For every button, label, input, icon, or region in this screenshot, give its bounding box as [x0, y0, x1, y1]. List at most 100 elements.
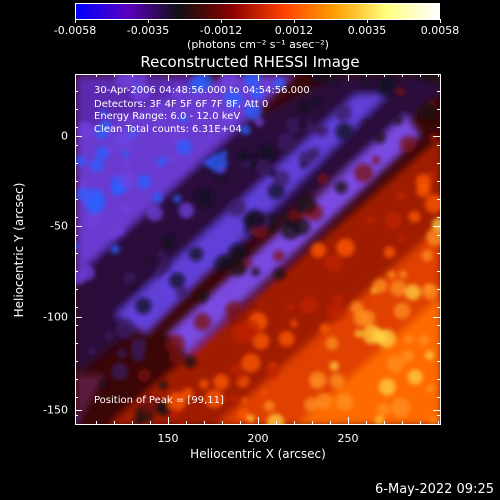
image-texture-blob	[416, 183, 430, 198]
image-texture-blob	[404, 284, 421, 301]
axis-tick	[276, 74, 277, 77]
axis-tick	[437, 271, 440, 272]
axis-tick	[96, 421, 97, 424]
axis-tick	[150, 421, 151, 424]
image-texture-blob	[228, 393, 238, 403]
image-texture-blob	[304, 210, 312, 218]
image-texture-blob	[76, 155, 87, 167]
image-texture-blob	[393, 302, 411, 320]
image-texture-blob	[335, 104, 352, 122]
image-texture-blob	[196, 107, 205, 116]
image-texture-blob	[350, 301, 364, 315]
axis-tick	[150, 74, 151, 77]
image-texture-blob	[297, 104, 308, 115]
image-texture-blob	[312, 97, 322, 107]
y-axis-label: Heliocentric Y (arcsec)	[12, 182, 26, 318]
image-texture-blob	[100, 380, 108, 388]
image-texture-blob	[90, 158, 104, 172]
image-texture-blob	[290, 320, 298, 327]
axis-tick	[433, 226, 440, 227]
colorbar-units: (photons cm⁻² s⁻¹ asec⁻²)	[187, 38, 329, 51]
y-tick-label: -50	[50, 219, 68, 233]
image-texture-blob	[328, 75, 340, 86]
image-texture-blob	[252, 332, 270, 350]
colorbar-tick	[440, 19, 441, 23]
image-texture-blob	[408, 210, 421, 223]
image-texture-blob	[224, 89, 243, 108]
colorbar-tick	[367, 19, 368, 23]
axis-tick	[294, 74, 295, 77]
image-texture-blob	[76, 187, 90, 201]
image-texture-blob	[335, 393, 354, 411]
image-texture-blob	[152, 192, 163, 204]
image-texture-blob	[77, 121, 93, 138]
image-texture-blob	[168, 154, 177, 162]
axis-tick	[168, 74, 169, 77]
image-texture-blob	[419, 102, 438, 122]
image-texture-blob	[175, 286, 189, 299]
image-texture-blob	[199, 379, 209, 389]
axis-tick	[420, 421, 421, 424]
axis-tick	[75, 289, 78, 290]
image-texture-blob	[130, 337, 147, 354]
image-texture-blob	[76, 270, 86, 286]
image-texture-blob	[319, 323, 331, 334]
axis-tick	[222, 421, 223, 424]
image-texture-blob	[390, 280, 407, 297]
axis-tick	[312, 74, 313, 77]
axis-tick	[437, 343, 440, 344]
image-texture-blob	[243, 75, 262, 88]
colorbar-tick-label: -0.0058	[53, 24, 97, 37]
image-texture-blob	[257, 144, 276, 163]
axis-tick	[437, 217, 440, 218]
axis-tick	[438, 74, 439, 77]
image-texture-blob	[354, 329, 363, 338]
image-texture-blob	[170, 133, 181, 144]
image-texture-blob	[240, 397, 248, 405]
image-texture-blob	[110, 244, 120, 254]
image-texture-blob	[135, 297, 152, 314]
image-texture-blob	[157, 250, 164, 257]
image-texture-blob	[307, 147, 321, 160]
image-texture-blob	[429, 134, 436, 141]
image-texture-blob	[360, 78, 371, 89]
image-texture-blob	[277, 132, 297, 152]
image-texture-blob	[383, 246, 396, 259]
colorbar-tick-label: 0.0058	[420, 24, 460, 37]
image-texture-blob	[374, 416, 384, 424]
image-texture-blob	[422, 283, 439, 300]
axis-tick	[276, 421, 277, 424]
image-texture-blob	[178, 202, 195, 219]
colorbar-tick	[294, 19, 295, 23]
image-texture-blob	[111, 363, 129, 381]
image-texture-blob	[158, 380, 168, 390]
axis-tick	[114, 421, 115, 424]
date-stamp: 6-May-2022 09:25	[375, 482, 494, 497]
axis-tick	[348, 417, 349, 424]
image-texture-blob	[246, 301, 255, 310]
image-texture-blob	[243, 225, 252, 234]
image-texture-blob	[398, 234, 406, 242]
image-texture-blob	[165, 334, 185, 354]
axis-tick	[437, 181, 440, 182]
image-texture-blob	[418, 335, 429, 346]
image-texture-blob	[378, 378, 396, 396]
axis-tick	[420, 74, 421, 77]
image-texture-blob	[119, 171, 136, 188]
info-time-range: 30-Apr-2006 04:48:56.000 to 04:54:56.000	[94, 85, 310, 96]
axis-tick	[348, 74, 349, 81]
image-texture-blob	[377, 403, 391, 417]
image-texture-blob	[278, 330, 295, 347]
image-texture-blob	[421, 249, 433, 262]
image-texture-blob	[394, 116, 403, 125]
x-axis-label: Heliocentric X (arcsec)	[190, 447, 326, 461]
axis-tick	[437, 253, 440, 254]
image-texture-blob	[304, 397, 319, 412]
image-texture-blob	[297, 195, 317, 215]
image-texture-blob	[240, 319, 260, 340]
image-plot: 30-Apr-2006 04:48:56.000 to 04:54:56.000…	[75, 74, 441, 425]
image-texture-blob	[114, 129, 134, 148]
image-texture-blob	[194, 75, 213, 91]
image-texture-blob	[396, 191, 406, 201]
image-texture-blob	[335, 122, 353, 140]
